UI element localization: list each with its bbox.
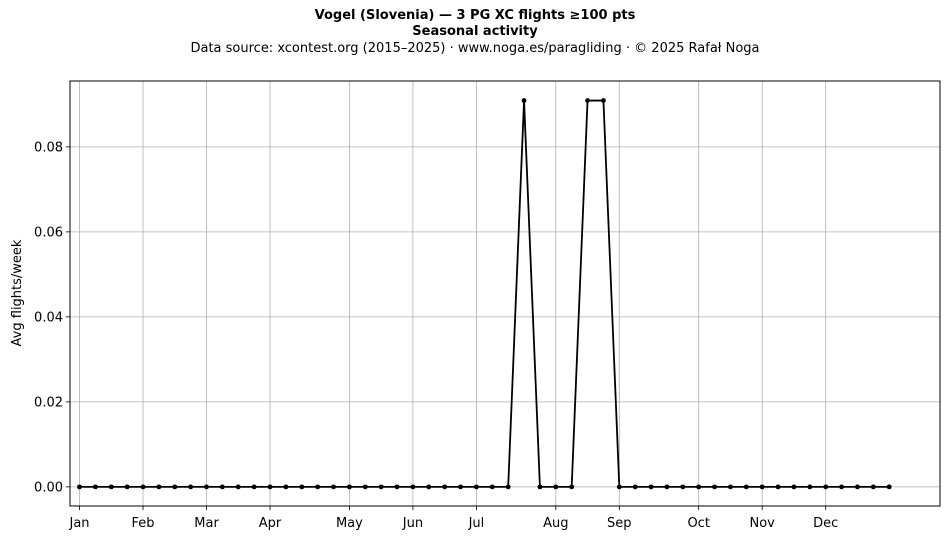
x-tick-label: Jan (69, 516, 90, 531)
x-tick-label: Mar (194, 516, 219, 531)
x-tick-label: Jul (468, 516, 485, 531)
data-point (124, 484, 130, 490)
y-tick-label: 0.00 (34, 480, 63, 495)
data-point (839, 484, 844, 490)
data-point (855, 484, 860, 490)
data-point (648, 484, 654, 490)
x-tick-label: Aug (543, 516, 568, 531)
x-tick-label: Sep (607, 516, 632, 531)
x-tick-label: Apr (259, 516, 282, 531)
x-tick-label: Jun (402, 516, 423, 531)
data-point (632, 484, 638, 490)
data-point (870, 484, 876, 490)
data-point (807, 484, 813, 490)
data-point (331, 484, 336, 490)
data-point (426, 484, 432, 490)
data-point (378, 484, 384, 490)
data-point (505, 484, 511, 490)
data-point (251, 484, 257, 490)
data-point (537, 484, 543, 490)
data-point (553, 484, 559, 490)
data-point (601, 98, 606, 103)
data-point (140, 484, 146, 490)
y-tick-label: 0.02 (34, 395, 63, 410)
data-point (442, 484, 448, 490)
data-point (315, 484, 321, 490)
x-tick-label: Feb (132, 516, 155, 531)
y-axis: 0.00 0.02 0.04 0.06 0.08 (34, 140, 70, 495)
chart-source-line: Data source: xcontest.org (2015–2025) · … (190, 41, 760, 56)
data-point (410, 484, 416, 490)
data-point (791, 484, 797, 490)
data-point (283, 484, 289, 490)
data-point (347, 484, 352, 490)
series-layer (77, 98, 892, 490)
y-tick-label: 0.08 (34, 140, 63, 155)
y-axis-label: Avg flights/week (10, 239, 25, 346)
y-tick-label: 0.04 (34, 310, 63, 325)
data-point (267, 484, 273, 490)
plot-frame (69, 80, 941, 507)
data-point (172, 484, 178, 490)
x-tick-label: Oct (687, 516, 709, 531)
data-point (474, 484, 479, 490)
data-line (79, 99, 890, 488)
grid-lines (70, 81, 940, 506)
chart-subtitle: Seasonal activity (412, 24, 538, 39)
data-point (696, 484, 702, 490)
data-point (220, 484, 225, 490)
data-point (712, 484, 717, 490)
data-point (823, 484, 829, 490)
y-tick-label: 0.06 (34, 225, 63, 240)
data-point (569, 484, 575, 490)
data-point (156, 484, 162, 490)
chart-title: Vogel (Slovenia) — 3 PG XC flights ≥100 … (314, 8, 636, 23)
data-point (204, 484, 209, 490)
data-point (616, 484, 622, 490)
data-point (489, 484, 495, 490)
data-point (362, 484, 368, 490)
data-point (521, 98, 527, 103)
data-point (775, 484, 781, 490)
x-axis: Jan Feb Mar Apr May Jun Jul Aug Sep Oct Nov Dec (69, 506, 838, 531)
data-point (664, 484, 670, 490)
data-point (93, 484, 98, 490)
data-point (585, 98, 590, 103)
data-point (680, 484, 686, 490)
data-point (743, 484, 749, 490)
chart-titles: Vogel (Slovenia) — 3 PG XC flights ≥100 … (0, 8, 950, 58)
data-point (458, 484, 463, 490)
data-point (728, 484, 733, 490)
x-tick-label: Dec (813, 516, 838, 531)
data-point (235, 484, 241, 490)
data-point (77, 484, 82, 490)
data-point (188, 484, 194, 490)
data-point (394, 484, 400, 490)
data-point (299, 484, 305, 490)
data-point (108, 484, 114, 490)
data-point (886, 484, 892, 490)
data-point (759, 484, 765, 490)
x-tick-label: May (336, 516, 363, 531)
x-tick-label: Nov (750, 516, 776, 531)
